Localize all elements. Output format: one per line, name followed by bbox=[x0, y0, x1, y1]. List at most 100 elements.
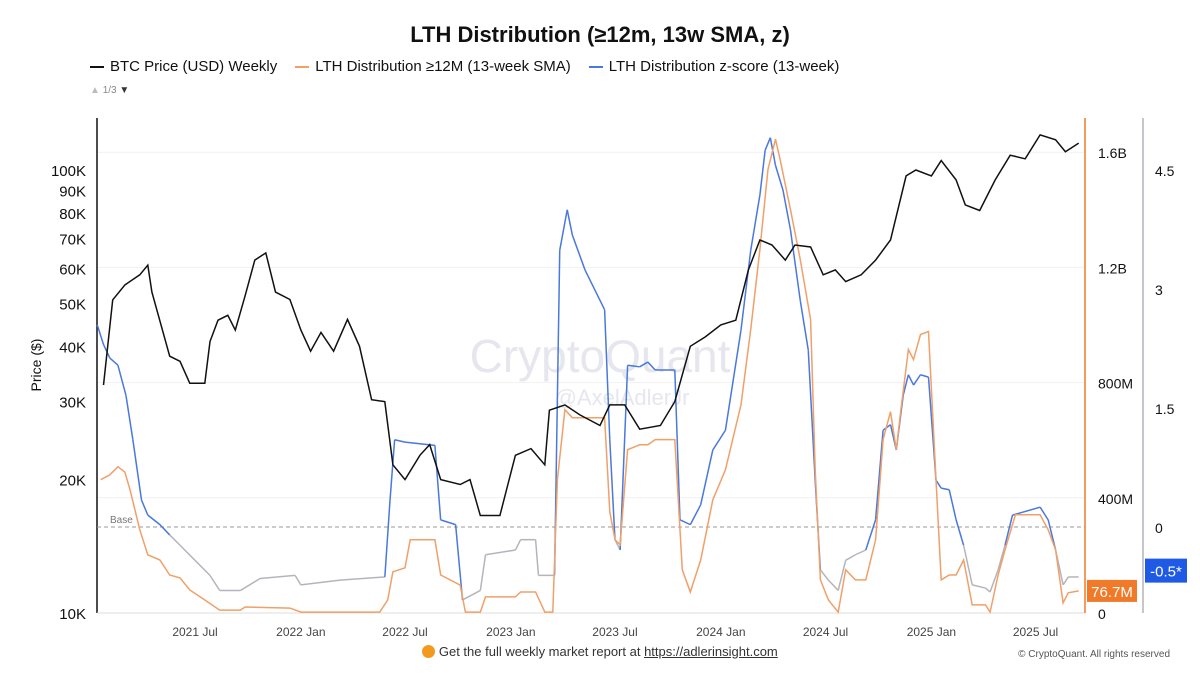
zscore-line-segment bbox=[997, 545, 1006, 571]
pager-down-icon[interactable]: ▼ bbox=[119, 85, 130, 96]
x-tick-label: 2021 Jul bbox=[172, 625, 217, 639]
zscore-line-segment bbox=[845, 554, 856, 561]
zscore-line-segment bbox=[935, 479, 942, 489]
zscore-line-segment bbox=[774, 165, 784, 191]
base-label: Base bbox=[110, 515, 133, 526]
y-zscore-tick-label: 1.5 bbox=[1155, 401, 1175, 417]
zscore-line-segment bbox=[724, 330, 742, 431]
zscore-line-segment bbox=[1004, 514, 1014, 546]
zscore-last-value: -0.5* bbox=[1150, 564, 1182, 581]
zscore-line-segment bbox=[799, 300, 810, 351]
y-left-tick-label: 70K bbox=[59, 232, 86, 249]
legend-item-lth-zscore[interactable]: LTH Distribution z-score (13-week) bbox=[588, 58, 840, 75]
zscore-line-segment bbox=[259, 574, 296, 580]
footer-link[interactable]: https://adlerinsight.com bbox=[644, 644, 778, 659]
zscore-line-segment bbox=[827, 579, 839, 591]
y-left-tick-label: 30K bbox=[59, 395, 86, 412]
x-tick-label: 2024 Jul bbox=[803, 625, 848, 639]
zscore-line-segment bbox=[699, 449, 714, 505]
zscore-line-segment bbox=[603, 309, 611, 440]
zscore-line-segment bbox=[96, 324, 105, 345]
x-tick-label: 2025 Jan bbox=[907, 625, 956, 639]
pager-up-icon[interactable]: ▲ bbox=[90, 85, 100, 96]
copyright: © CryptoQuant. All rights reserved bbox=[1018, 649, 1170, 660]
zscore-line-segment bbox=[647, 361, 656, 371]
zscore-line-segment bbox=[807, 350, 816, 481]
pager-text: 1/3 bbox=[102, 85, 117, 96]
watermark-handle: @AxelAdlerJr bbox=[555, 385, 690, 410]
y-left-tick-label: 50K bbox=[59, 296, 86, 313]
y-left-tick-label: 20K bbox=[59, 473, 86, 490]
zscore-line-segment bbox=[1062, 576, 1069, 586]
zscore-line-segment bbox=[294, 574, 302, 586]
zscore-line-segment bbox=[789, 229, 801, 301]
legend: BTC Price (USD) Weekly LTH Distribution … bbox=[90, 58, 839, 75]
zscore-line-segment bbox=[907, 374, 915, 386]
zscore-line-segment bbox=[132, 439, 143, 501]
legend-label: LTH Distribution z-score (13-week) bbox=[608, 58, 840, 75]
zscore-line-segment bbox=[837, 560, 847, 591]
y-zscore-tick-label: 4.5 bbox=[1155, 163, 1175, 179]
zscore-line-segment bbox=[140, 499, 149, 516]
zscore-line-segment bbox=[584, 269, 606, 311]
zscore-line-segment bbox=[679, 519, 691, 526]
y-left-tick-label: 90K bbox=[59, 183, 86, 200]
legend-swatch bbox=[90, 65, 104, 68]
x-tick-label: 2023 Jan bbox=[486, 625, 535, 639]
zscore-line-segment bbox=[819, 569, 829, 581]
zscore-line-segment bbox=[179, 544, 196, 561]
legend-swatch bbox=[588, 65, 603, 68]
chart-title: LTH Distribution (≥12m, 13w SMA, z) bbox=[410, 22, 790, 47]
lth-sma-last-value: 76.7M bbox=[1091, 584, 1133, 601]
y-left-tick-label: 10K bbox=[59, 606, 86, 623]
watermark-brand: CryptoQuant bbox=[470, 330, 731, 382]
zscore-line-segment bbox=[559, 209, 568, 251]
zscore-line-segment bbox=[389, 439, 396, 501]
zscore-line-segment bbox=[194, 559, 211, 576]
zscore-line-segment bbox=[902, 374, 910, 396]
zscore-line-segment bbox=[147, 514, 161, 526]
zscore-line-segment bbox=[566, 209, 574, 236]
y-orange-tick-label: 1.6B bbox=[1098, 145, 1127, 161]
zscore-line-segment bbox=[972, 584, 986, 589]
footer-text: Get the full weekly market report at bbox=[438, 644, 641, 659]
zscore-last-value-badge bbox=[1145, 558, 1187, 583]
y-zscore-tick-label: 0 bbox=[1155, 520, 1163, 536]
zscore-line-segment bbox=[1039, 506, 1049, 521]
y-zscore-tick-label: 3 bbox=[1155, 282, 1163, 298]
zscore-line-segment bbox=[159, 524, 171, 536]
zscore-line-segment bbox=[440, 519, 456, 526]
zscore-line-segment bbox=[240, 577, 261, 592]
zscore-line-segment bbox=[689, 504, 702, 525]
y-left-tick-label: 100K bbox=[51, 163, 86, 180]
zscore-line-segment bbox=[394, 439, 406, 443]
zscore-line-segment bbox=[749, 194, 761, 251]
zscore-line-segment bbox=[117, 365, 127, 396]
zscore-line-segment bbox=[434, 445, 442, 520]
y-orange-tick-label: 1.2B bbox=[1098, 260, 1127, 276]
zscore-line-segment bbox=[534, 539, 540, 576]
orange-circle-icon bbox=[422, 645, 436, 658]
zscore-line-segment bbox=[300, 579, 341, 586]
legend-swatch bbox=[295, 65, 310, 68]
x-tick-label: 2022 Jan bbox=[276, 625, 325, 639]
zscore-line-segment bbox=[169, 534, 181, 546]
zscore-line-segment bbox=[874, 430, 884, 520]
zscore-line-segment bbox=[514, 539, 522, 551]
footer: Get the full weekly market report at htt… bbox=[0, 644, 1200, 659]
legend-item-lth-sma[interactable]: LTH Distribution ≥12M (13-week SMA) bbox=[295, 58, 571, 75]
btc-price-line bbox=[102, 134, 1080, 517]
y-left-tick-label: 80K bbox=[59, 206, 86, 223]
zscore-line-segment bbox=[462, 589, 481, 601]
zscore-line-segment bbox=[109, 357, 119, 366]
x-tick-label: 2022 Jul bbox=[382, 625, 427, 639]
legend-item-btc-price[interactable]: BTC Price (USD) Weekly bbox=[90, 58, 277, 75]
zscore-line-segment bbox=[989, 569, 999, 593]
zscore-line-segment bbox=[485, 549, 516, 556]
zscore-line-segment bbox=[855, 549, 867, 556]
zscore-line-segment bbox=[609, 439, 616, 540]
zscore-line-segment bbox=[627, 364, 640, 368]
x-tick-label: 2023 Jul bbox=[592, 625, 637, 639]
